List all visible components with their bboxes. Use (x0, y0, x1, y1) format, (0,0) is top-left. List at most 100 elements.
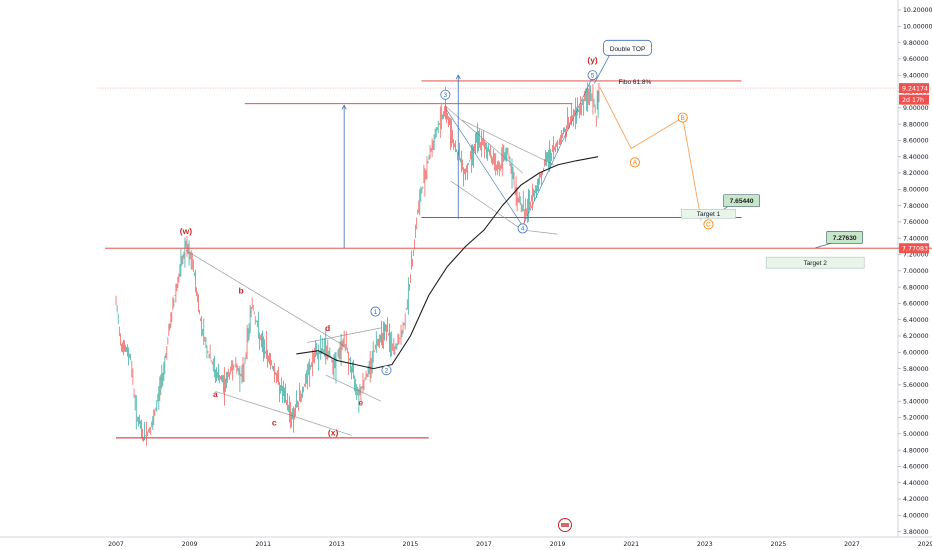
double-top-box (603, 39, 652, 56)
price-callout-pointer (815, 243, 831, 249)
y-tick-label: 9.40000 (903, 72, 929, 79)
y-tick-label: 8.80000 (903, 121, 929, 128)
y-tick-label: 7.40000 (903, 235, 929, 242)
channel-line (522, 229, 558, 235)
y-tick-label: 9.80000 (903, 40, 929, 47)
price-tag-label: 9.24174 (902, 85, 928, 92)
y-tick-label: 7.60000 (903, 219, 929, 226)
target-box (681, 208, 736, 219)
wave-label: (y) (587, 55, 598, 65)
wave-circle-label: 5 (591, 73, 595, 80)
wave-label: b (239, 286, 244, 296)
price-callout-box (723, 194, 760, 208)
y-tick-label: 8.20000 (903, 170, 929, 177)
wave-circle-label: C (706, 222, 711, 229)
channel-line (461, 119, 555, 166)
axis-ticks: 10.20000 10.00000 9.80000 9.60000 9.40000 9.2… (108, 7, 932, 548)
logo-mark (558, 518, 572, 532)
price-tag-label: 7.77083 (902, 246, 928, 253)
wave-circle (677, 112, 688, 123)
y-tick-label: 5.60000 (903, 382, 929, 389)
price-tags: 9.24174 2d 17h 7.77083 (899, 83, 929, 254)
wave-circle-label: A (633, 160, 638, 167)
price-bars (115, 82, 600, 447)
projection-line (599, 87, 702, 221)
y-tick-label: 5.40000 (903, 398, 929, 405)
level-label: Fibo 61.8% (618, 79, 651, 86)
wave-circle-label: B (681, 115, 685, 122)
price-tag-box (899, 243, 929, 254)
wave-labels: (w) a b c d e (x) (y) (180, 55, 598, 437)
y-tick-label: 5.80000 (903, 366, 929, 373)
wave-circle-label: 3 (444, 92, 448, 99)
y-tick-label: 8.60000 (903, 138, 929, 145)
y-tick-label: 4.20000 (903, 496, 929, 503)
target-label: Target 1 (697, 211, 721, 218)
y-tick-label: 5.20000 (903, 415, 929, 422)
channel-line (185, 250, 345, 347)
wave-circle (517, 223, 528, 234)
moving-average-line (296, 156, 599, 370)
moving-average (296, 156, 599, 370)
x-tick-label: 2019 (550, 541, 566, 548)
y-tick-label: 10.00000 (903, 24, 932, 31)
price-callout-label: 7.65440 (730, 198, 754, 205)
y-tick-label: 9.00000 (903, 105, 929, 112)
wave-circle-label: 4 (521, 226, 525, 233)
measure-arrow-head (455, 74, 461, 80)
channel-line (292, 415, 352, 436)
wave-circle (440, 89, 451, 100)
wave-label: (x) (328, 427, 339, 437)
target-label: Target 2 (803, 260, 827, 267)
x-tick-label: 2011 (255, 541, 271, 548)
y-tick-label: 4.00000 (903, 513, 929, 520)
horizontal-levels: Fibo 61.8% (97, 79, 932, 439)
wave-projection (599, 87, 702, 221)
y-tick-label: 6.00000 (903, 350, 929, 357)
wave-circle-label: 2 (385, 368, 389, 375)
y-tick-label: 8.40000 (903, 154, 929, 161)
wave-circle-label: 1 (374, 309, 378, 316)
wave-circle (703, 219, 714, 230)
channel-line (450, 180, 523, 231)
price-callout-box (826, 231, 863, 244)
y-tick-label: 3.80000 (903, 529, 929, 536)
wave-count-circles: 1 2 3 4 5 A B C (370, 70, 714, 376)
price-callout-label: 7.27630 (833, 235, 857, 242)
callouts: Double TOP 7.65440 7.27630 Target 1 Target 2 (594, 39, 865, 269)
target-box (765, 256, 865, 269)
x-tick-label: 2023 (697, 541, 713, 548)
wave-circle (587, 70, 598, 81)
y-tick-label: 8.00000 (903, 187, 929, 194)
y-tick-label: 10.20000 (903, 7, 932, 14)
double-top-pointer (594, 55, 610, 84)
x-tick-label: 2013 (329, 541, 345, 548)
y-tick-label: 7.00000 (903, 268, 929, 275)
wave-label: e (358, 397, 363, 407)
x-tick-label: 2017 (476, 541, 492, 548)
x-tick-label: 2015 (403, 541, 419, 548)
y-tick-label: 6.80000 (903, 284, 929, 291)
y-tick-label: 6.60000 (903, 301, 929, 308)
y-tick-label: 6.40000 (903, 317, 929, 324)
x-tick-label: 2027 (844, 541, 860, 548)
x-tick-label: 2025 (771, 541, 787, 548)
y-tick-label: 7.80000 (903, 203, 929, 210)
wave-circle (381, 365, 392, 376)
price-tag-box (899, 94, 929, 105)
y-tick-label: 9.60000 (903, 56, 929, 63)
price-tag-box (899, 83, 929, 94)
wave-label: d (325, 323, 330, 333)
measure-arrow-head (341, 104, 347, 110)
y-tick-label: 6.20000 (903, 333, 929, 340)
y-tick-label: 7.20000 (903, 252, 929, 259)
wave-circle (370, 306, 381, 317)
x-tick-label: 2029 (918, 541, 932, 548)
x-tick-label: 2007 (108, 541, 124, 548)
wave-label: (w) (180, 226, 192, 236)
y-tick-label: 5.00000 (903, 431, 929, 438)
channel-line (325, 374, 382, 402)
wave-circle (629, 157, 640, 168)
